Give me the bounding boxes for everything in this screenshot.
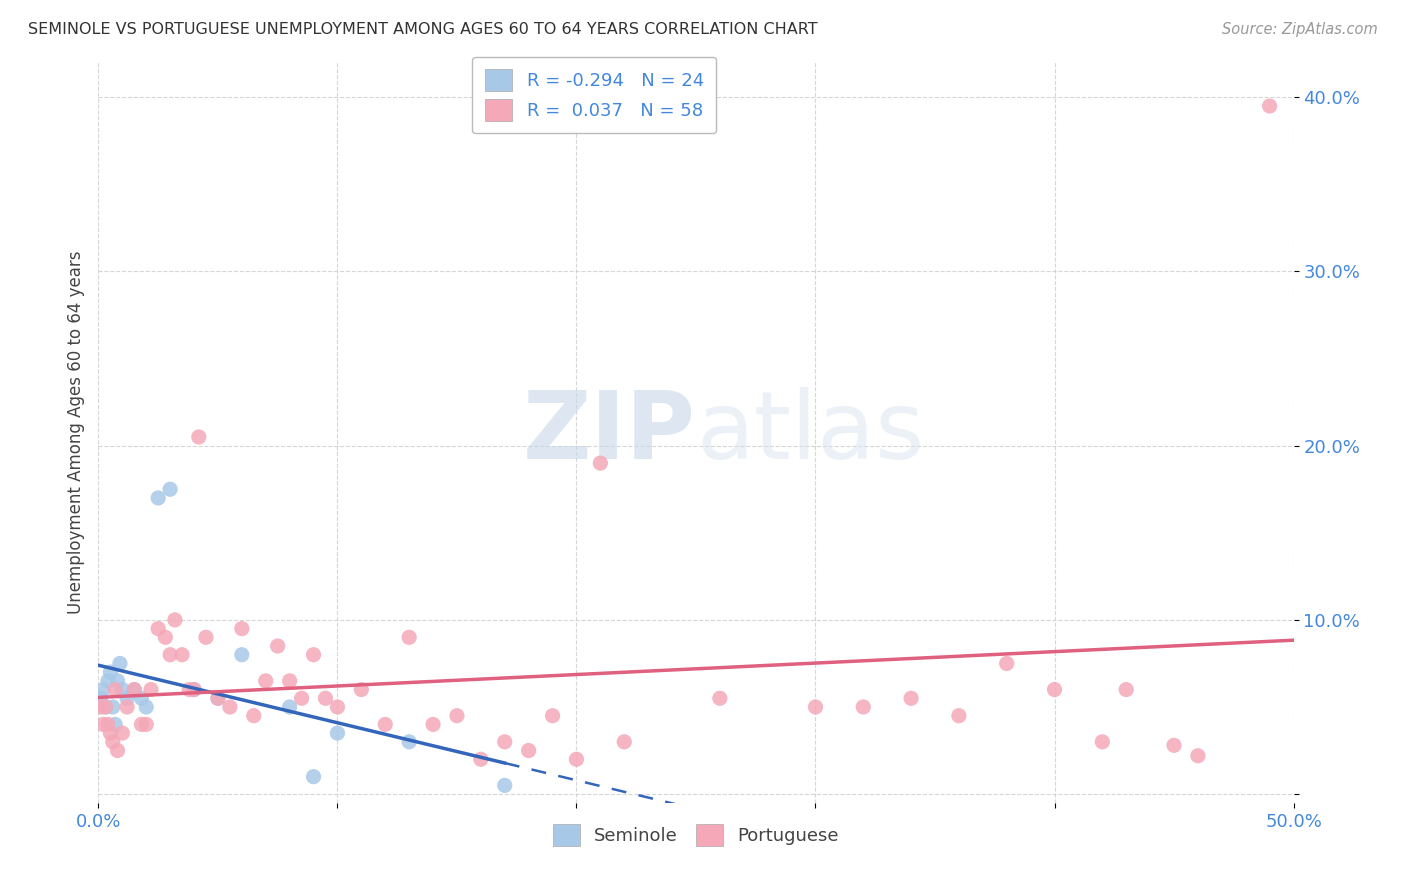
Point: [90, 691, 112, 706]
Text: SEMINOLE VS PORTUGUESE UNEMPLOYMENT AMONG AGES 60 TO 64 YEARS CORRELATION CHART: SEMINOLE VS PORTUGUESE UNEMPLOYMENT AMON…: [28, 22, 818, 37]
Point: [219, 700, 242, 714]
Point: [104, 682, 127, 697]
Point: [139, 682, 162, 697]
Point: [1187, 748, 1209, 763]
Point: [107, 743, 129, 757]
Point: [101, 700, 124, 714]
Point: [148, 622, 170, 636]
Point: [111, 726, 134, 740]
Point: [326, 700, 349, 714]
Y-axis label: Unemployment Among Ages 60 to 64 years: Unemployment Among Ages 60 to 64 years: [66, 251, 84, 615]
Point: [948, 708, 970, 723]
Point: [278, 700, 301, 714]
Point: [108, 657, 131, 671]
Text: atlas: atlas: [696, 386, 924, 479]
Point: [398, 630, 420, 644]
Point: [470, 752, 492, 766]
Point: [613, 735, 636, 749]
Point: [124, 682, 146, 697]
Point: [231, 648, 253, 662]
Point: [995, 657, 1018, 671]
Point: [183, 682, 205, 697]
Point: [1163, 739, 1185, 753]
Point: [101, 735, 124, 749]
Point: [302, 770, 325, 784]
Point: [124, 682, 146, 697]
Point: [107, 673, 129, 688]
Point: [94, 700, 117, 714]
Point: [148, 491, 170, 505]
Point: [163, 613, 186, 627]
Point: [326, 726, 349, 740]
Point: [900, 691, 922, 706]
Point: [1115, 682, 1137, 697]
Point: [159, 482, 181, 496]
Point: [183, 682, 205, 697]
Point: [278, 673, 301, 688]
Point: [517, 743, 540, 757]
Point: [115, 691, 138, 706]
Point: [207, 691, 229, 706]
Point: [541, 708, 564, 723]
Point: [91, 682, 114, 697]
Text: ZIP: ZIP: [523, 386, 696, 479]
Legend: Seminole, Portuguese: Seminole, Portuguese: [546, 816, 846, 853]
Point: [187, 430, 209, 444]
Point: [422, 717, 444, 731]
Point: [398, 735, 420, 749]
Point: [374, 717, 396, 731]
Point: [254, 673, 277, 688]
Point: [91, 717, 114, 731]
Point: [155, 630, 177, 644]
Point: [350, 682, 373, 697]
Point: [446, 708, 468, 723]
Point: [243, 708, 266, 723]
Point: [302, 648, 325, 662]
Point: [172, 648, 194, 662]
Point: [131, 691, 153, 706]
Point: [852, 700, 875, 714]
Point: [1043, 682, 1066, 697]
Point: [1091, 735, 1114, 749]
Point: [98, 665, 122, 680]
Point: [1258, 99, 1281, 113]
Point: [804, 700, 827, 714]
Point: [494, 735, 516, 749]
Text: Source: ZipAtlas.com: Source: ZipAtlas.com: [1222, 22, 1378, 37]
Point: [131, 717, 153, 731]
Point: [709, 691, 731, 706]
Point: [315, 691, 337, 706]
Point: [159, 648, 181, 662]
Point: [207, 691, 229, 706]
Point: [94, 700, 117, 714]
Point: [195, 630, 218, 644]
Point: [135, 700, 157, 714]
Point: [115, 700, 138, 714]
Point: [97, 673, 120, 688]
Point: [179, 682, 201, 697]
Point: [565, 752, 588, 766]
Point: [589, 456, 612, 470]
Point: [111, 682, 134, 697]
Point: [97, 717, 120, 731]
Point: [104, 717, 127, 731]
Point: [494, 778, 516, 792]
Point: [135, 717, 157, 731]
Point: [291, 691, 314, 706]
Point: [98, 726, 122, 740]
Point: [267, 639, 290, 653]
Point: [231, 622, 253, 636]
Point: [90, 700, 112, 714]
